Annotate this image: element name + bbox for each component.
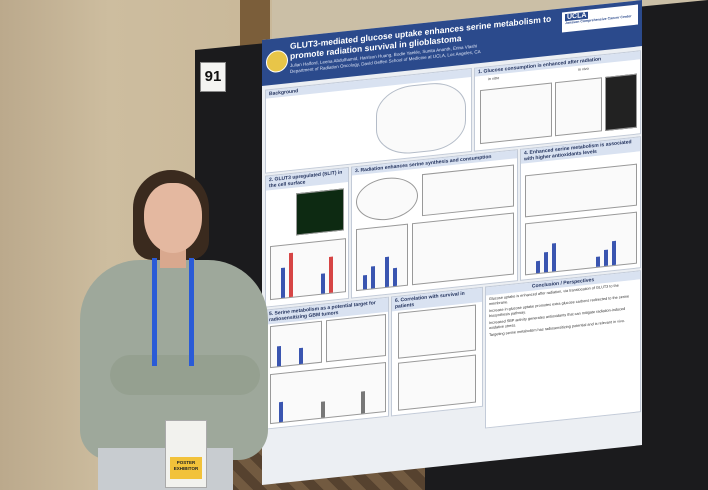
section-1-plot-b bbox=[555, 77, 602, 137]
badge-ribbon: POSTER EXHIBITOR bbox=[170, 457, 202, 479]
section-4: 4. Enhanced serine metabolism is associa… bbox=[520, 136, 641, 281]
section-1-invitro: in vitro bbox=[488, 76, 500, 82]
section-1: 1. Glucose consumption is enhanced after… bbox=[474, 50, 641, 152]
section-2: 2. GLUT3 upregulated (SLIT) in the cell … bbox=[265, 166, 349, 308]
section-6-survival-plot bbox=[398, 354, 476, 411]
person-face bbox=[144, 183, 202, 253]
section-3-bar-plot bbox=[356, 223, 408, 292]
section-3-line-plots bbox=[422, 164, 514, 217]
section-2-microscopy bbox=[296, 188, 344, 236]
section-1-pet-images bbox=[605, 73, 637, 131]
person-crossed-arms bbox=[110, 355, 260, 395]
lanyard bbox=[152, 258, 194, 366]
pathway-diagram bbox=[376, 79, 466, 158]
section-1-invivo: in vivo bbox=[578, 66, 589, 72]
section-6-pie-grid bbox=[398, 304, 476, 359]
research-poster: GLUT3-mediated glucose uptake enhances s… bbox=[262, 0, 642, 485]
badge-line-2: EXHIBITOR bbox=[173, 466, 199, 471]
section-2-plot bbox=[270, 238, 346, 301]
board-number-card: 91 bbox=[200, 62, 226, 92]
section-3: 3. Radiation enhances serine synthesis a… bbox=[351, 149, 518, 299]
section-5: 5. Serine metabolism as a potential targ… bbox=[265, 296, 389, 430]
section-5-bar-plot-b bbox=[270, 361, 386, 425]
name-badge: POSTER EXHIBITOR bbox=[165, 420, 207, 488]
section-4-line-plots bbox=[525, 163, 637, 218]
section-5-table bbox=[326, 313, 386, 363]
ucla-seal-icon bbox=[266, 49, 288, 74]
ucla-logo: UCLA Jonsson Comprehensive Cancer Center bbox=[562, 4, 638, 33]
badge-line-1: POSTER bbox=[176, 460, 196, 465]
section-3-scatter-plots bbox=[412, 212, 514, 286]
section-5-bar-plot-a bbox=[270, 320, 322, 369]
conclusion-section: Conclusion / Perspectives Glucose uptake… bbox=[485, 270, 641, 429]
section-4-bar-plots bbox=[525, 211, 637, 276]
section-1-plot-a bbox=[480, 82, 552, 145]
section-6: 6. Correlation with survival in patients bbox=[391, 286, 483, 417]
section-3-diagram bbox=[356, 174, 418, 224]
